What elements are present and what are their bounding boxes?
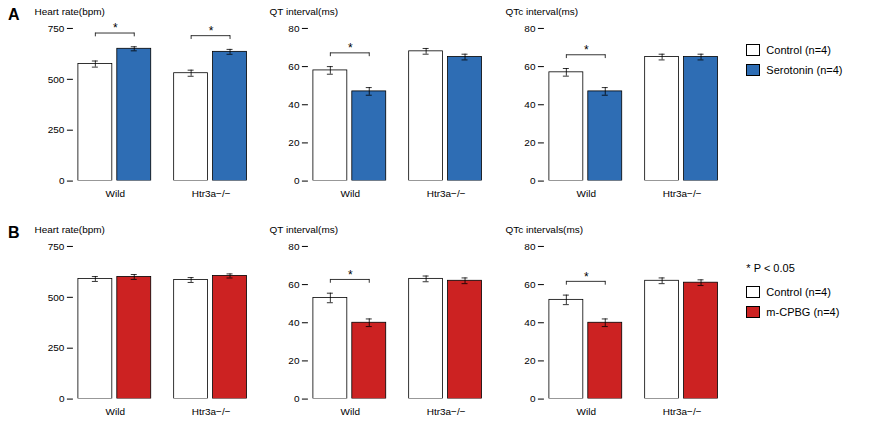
svg-text:*: * <box>348 41 353 55</box>
svg-text:Htr3a−/−: Htr3a−/− <box>663 406 702 417</box>
svg-text:500: 500 <box>48 292 65 303</box>
svg-text:80: 80 <box>289 241 301 252</box>
svg-text:60: 60 <box>524 61 536 72</box>
svg-text:20: 20 <box>289 137 301 148</box>
svg-text:Htr3a−/−: Htr3a−/− <box>427 188 466 199</box>
html-text:Control (n=4): Control (n=4) <box>766 44 831 56</box>
svg-text:250: 250 <box>48 342 65 353</box>
svg-text:40: 40 <box>289 317 301 328</box>
svg-text:80: 80 <box>524 241 536 252</box>
html-text:A: A <box>8 6 20 23</box>
html-text:Serotonin (n=4): Serotonin (n=4) <box>766 64 843 76</box>
svg-text:750: 750 <box>48 241 65 252</box>
html-text:Control (n=4): Control (n=4) <box>766 286 831 298</box>
svg-text:QT interval(ms): QT interval(ms) <box>270 224 339 235</box>
svg-text:0: 0 <box>294 393 300 404</box>
svg-text:80: 80 <box>289 23 301 34</box>
svg-text:*: * <box>584 270 589 284</box>
svg-text:Wild: Wild <box>106 188 125 199</box>
svg-text:80: 80 <box>524 23 536 34</box>
svg-text:Wild: Wild <box>341 188 360 199</box>
svg-text:40: 40 <box>524 317 536 328</box>
svg-text:0: 0 <box>59 175 65 186</box>
svg-text:0: 0 <box>59 393 65 404</box>
svg-text:*: * <box>348 268 353 282</box>
svg-text:QTc intervals(ms): QTc intervals(ms) <box>505 224 583 235</box>
svg-text:20: 20 <box>289 355 301 366</box>
svg-text:Htr3a−/−: Htr3a−/− <box>427 406 466 417</box>
svg-text:Wild: Wild <box>106 406 125 417</box>
svg-text:Htr3a−/−: Htr3a−/− <box>192 406 231 417</box>
html-text:m-CPBG (n=4): m-CPBG (n=4) <box>766 306 840 318</box>
svg-text:250: 250 <box>48 124 65 135</box>
svg-text:*: * <box>113 21 118 35</box>
svg-text:Heart rate(bpm): Heart rate(bpm) <box>34 224 104 235</box>
svg-text:60: 60 <box>289 279 301 290</box>
svg-text:20: 20 <box>524 137 536 148</box>
svg-text:0: 0 <box>294 175 300 186</box>
svg-text:60: 60 <box>524 279 536 290</box>
svg-text:QT interval(ms): QT interval(ms) <box>270 6 339 17</box>
svg-text:40: 40 <box>524 99 536 110</box>
svg-text:QTc interval(ms): QTc interval(ms) <box>505 6 578 17</box>
svg-text:*: * <box>209 24 214 38</box>
svg-text:60: 60 <box>289 61 301 72</box>
svg-text:40: 40 <box>289 99 301 110</box>
svg-text:20: 20 <box>524 355 536 366</box>
svg-text:*: * <box>584 43 589 57</box>
svg-text:Wild: Wild <box>577 188 596 199</box>
html-text:B: B <box>8 224 20 241</box>
svg-text:Wild: Wild <box>341 406 360 417</box>
svg-text:Wild: Wild <box>577 406 596 417</box>
svg-text:500: 500 <box>48 74 65 85</box>
svg-text:0: 0 <box>530 175 536 186</box>
svg-text:750: 750 <box>48 23 65 34</box>
html-text:* P < 0.05: * P < 0.05 <box>746 262 795 274</box>
svg-text:Htr3a−/−: Htr3a−/− <box>663 188 702 199</box>
svg-text:Htr3a−/−: Htr3a−/− <box>192 188 231 199</box>
svg-text:Heart rate(bpm): Heart rate(bpm) <box>34 6 104 17</box>
svg-text:0: 0 <box>530 393 536 404</box>
